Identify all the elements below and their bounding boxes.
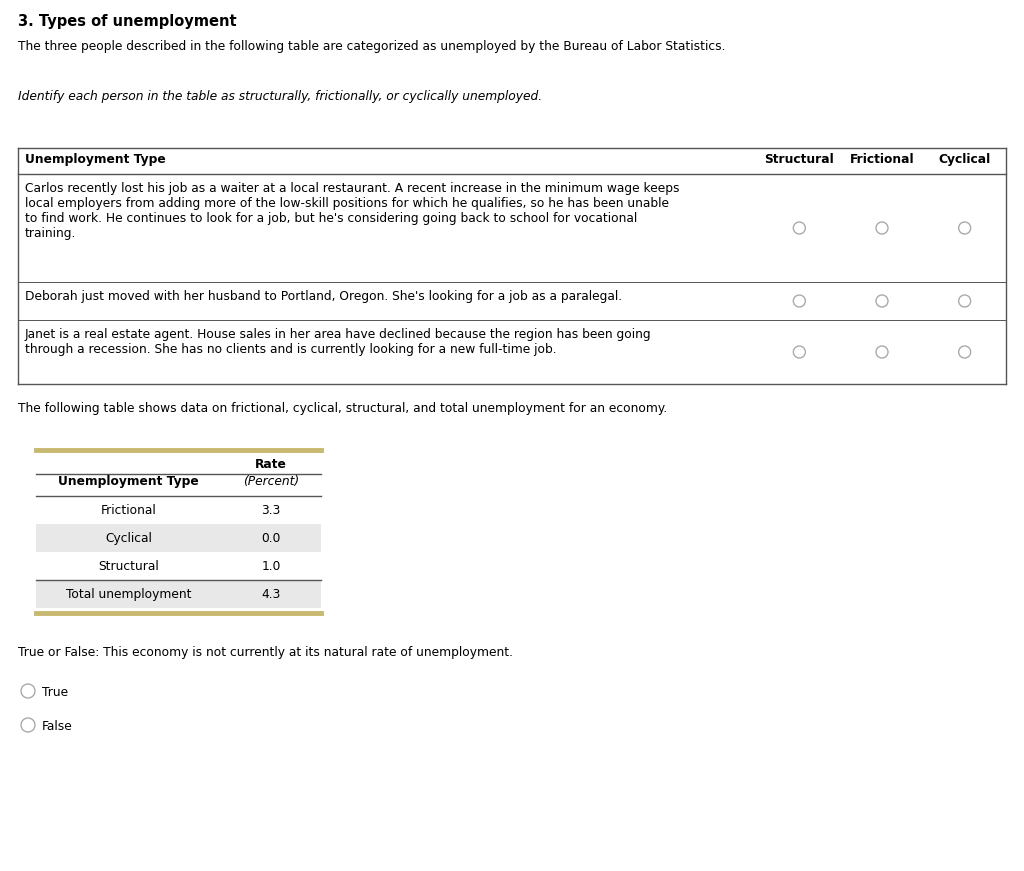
Bar (18, 174, 1006, 282)
Text: True or False: This economy is not currently at its natural rate of unemployment: True or False: This economy is not curre… (18, 646, 513, 659)
Text: Frictional: Frictional (850, 153, 914, 166)
Bar (36, 580, 321, 608)
Text: The following table shows data on frictional, cyclical, structural, and total un: The following table shows data on fricti… (18, 402, 668, 415)
Text: training.: training. (25, 227, 77, 240)
Text: True: True (42, 686, 69, 699)
Text: 4.3: 4.3 (261, 588, 281, 601)
Text: to find work. He continues to look for a job, but he's considering going back to: to find work. He continues to look for a… (25, 212, 637, 225)
Text: 1.0: 1.0 (261, 560, 281, 573)
Text: Cyclical: Cyclical (105, 532, 152, 545)
Text: 3. Types of unemployment: 3. Types of unemployment (18, 14, 237, 29)
Text: through a recession. She has no clients and is currently looking for a new full-: through a recession. She has no clients … (25, 343, 557, 356)
Text: Structural: Structural (98, 560, 159, 573)
Text: Structural: Structural (765, 153, 835, 166)
Text: Cyclical: Cyclical (939, 153, 991, 166)
Text: Identify each person in the table as structurally, frictionally, or cyclically u: Identify each person in the table as str… (18, 90, 542, 103)
Text: Deborah just moved with her husband to Portland, Oregon. She's looking for a job: Deborah just moved with her husband to P… (25, 290, 623, 303)
Bar (18, 148, 1006, 174)
Text: False: False (42, 720, 73, 733)
Text: 3.3: 3.3 (261, 504, 281, 517)
Bar (36, 552, 321, 580)
Text: Rate: Rate (255, 458, 287, 471)
Text: Total unemployment: Total unemployment (66, 588, 191, 601)
Text: The three people described in the following table are categorized as unemployed : The three people described in the follow… (18, 40, 725, 53)
Bar (18, 320, 1006, 384)
Text: Unemployment Type: Unemployment Type (58, 475, 199, 488)
Text: local employers from adding more of the low-skill positions for which he qualifi: local employers from adding more of the … (25, 197, 669, 210)
Bar (36, 496, 321, 524)
Text: (Percent): (Percent) (243, 475, 299, 488)
Text: Janet is a real estate agent. House sales in her area have declined because the : Janet is a real estate agent. House sale… (25, 328, 651, 341)
Bar (36, 524, 321, 552)
Bar (18, 282, 1006, 320)
Text: Carlos recently lost his job as a waiter at a local restaurant. A recent increas: Carlos recently lost his job as a waiter… (25, 182, 680, 195)
Text: 0.0: 0.0 (261, 532, 281, 545)
Text: Frictional: Frictional (100, 504, 157, 517)
Text: Unemployment Type: Unemployment Type (25, 153, 166, 166)
